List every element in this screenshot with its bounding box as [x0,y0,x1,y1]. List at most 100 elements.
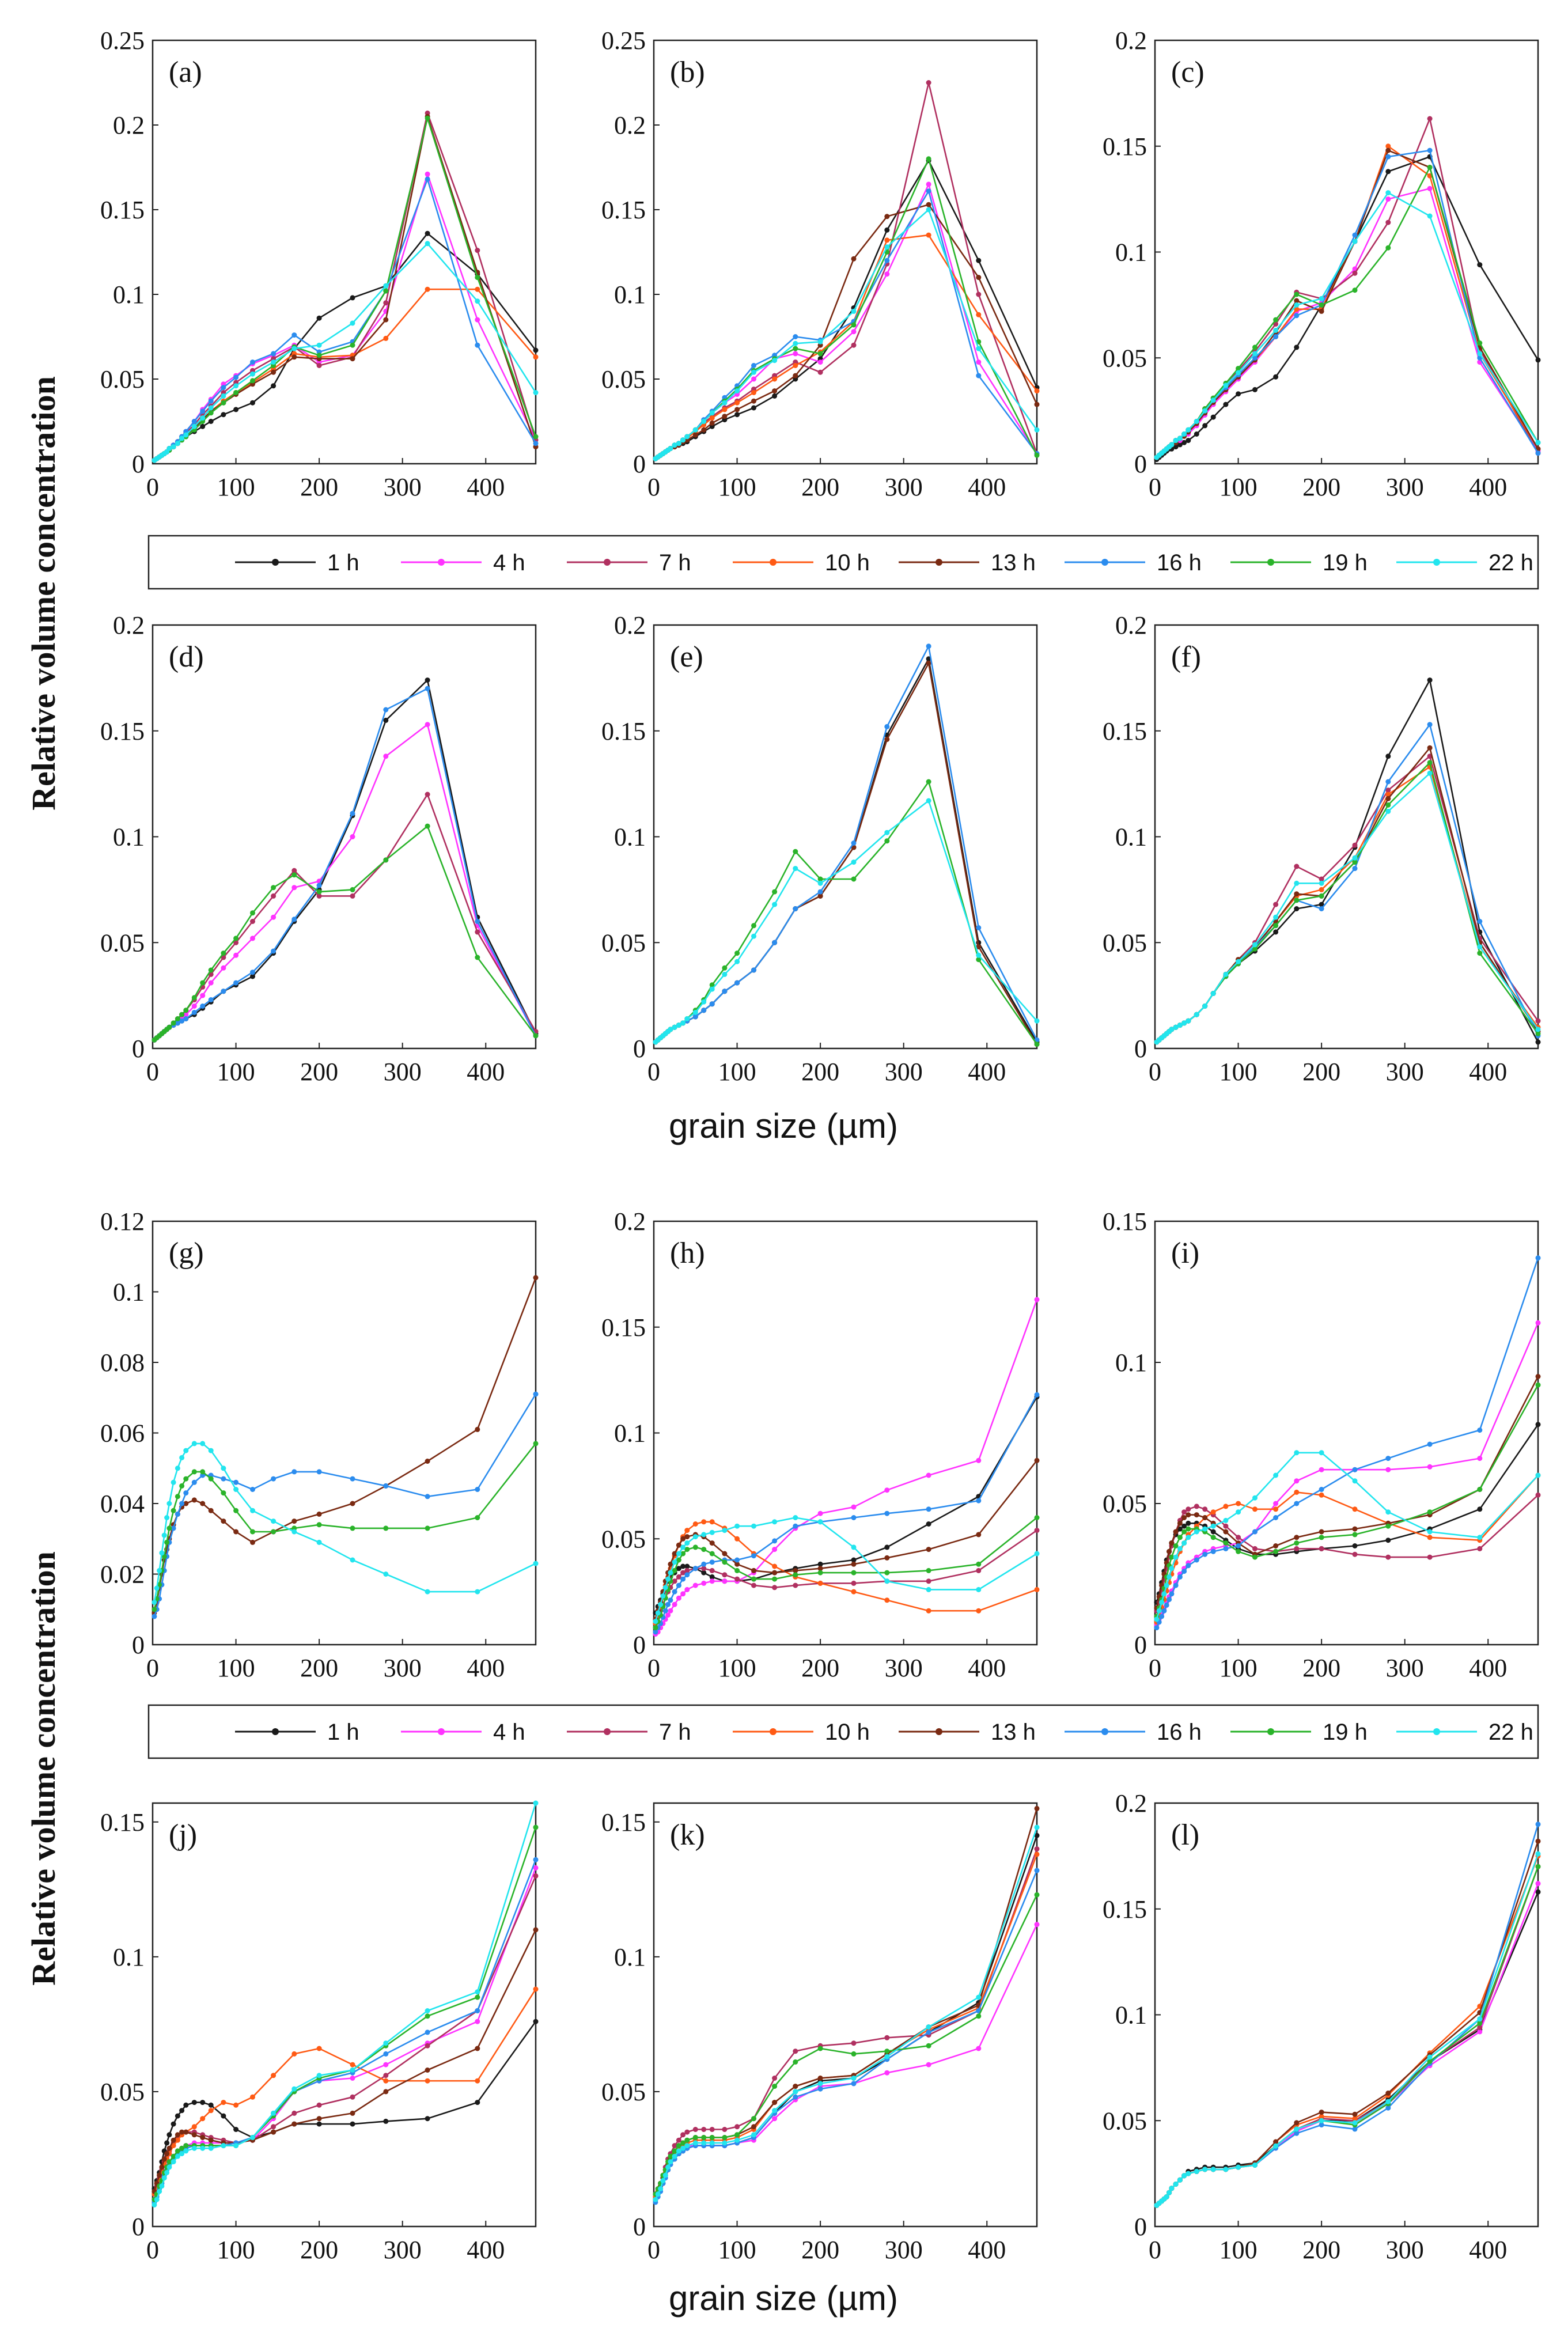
panel-e: 0 0.05 0.1 0.15 0.2 0 100 200 300 400 (e) [601,611,1040,1086]
data-point [884,271,890,277]
data-point [692,1582,698,1588]
data-point [208,1508,214,1513]
data-point [772,2076,778,2081]
data-point [350,1557,355,1563]
data-point [692,1544,698,1550]
data-point [701,1519,707,1525]
plot-frame [152,1220,537,1646]
data-point [1385,796,1391,801]
data-point [1186,427,1191,433]
data-point [793,1572,798,1578]
data-point [709,1519,715,1525]
data-point [183,432,189,438]
plot-frame [1154,1220,1539,1646]
x-tick-label: 200 [801,2236,839,2264]
data-point [179,2145,185,2151]
legend-label: 4 h [493,550,525,575]
data-point [425,2067,430,2073]
data-point [851,1515,857,1520]
data-point [1252,1529,1258,1535]
data-point [250,919,255,924]
data-point [692,1566,698,1572]
data-point [316,889,322,895]
data-point [926,156,931,162]
data-point [1169,1591,1175,1597]
data-point [926,181,931,187]
data-point [926,643,931,649]
data-point [1319,880,1324,886]
data-point [851,2051,857,2057]
data-point [772,1576,778,1582]
data-point [179,1501,185,1506]
data-point [250,970,255,975]
data-point [734,412,740,418]
data-point [350,2121,355,2127]
data-point [1273,334,1279,339]
data-point [709,1559,715,1565]
data-point [851,876,857,882]
x-tick-label: 300 [384,2236,422,2264]
data-point [1352,842,1358,848]
data-point [668,2153,673,2159]
data-point [1236,2164,1241,2170]
legend-swatch-marker [438,559,445,566]
data-point [1427,116,1433,122]
data-point [166,2145,172,2151]
data-point [1352,1543,1358,1548]
data-point [1477,951,1483,956]
x-tick-label: 0 [647,1654,660,1682]
data-point [1169,1027,1175,1032]
legend-label: 16 h [1157,550,1202,575]
data-point [533,390,539,395]
x-tick-label: 200 [801,1654,839,1682]
data-point [183,2148,189,2154]
data-point [1352,1467,1358,1472]
data-point [183,1490,189,1496]
data-point [383,283,389,289]
data-point [533,1033,539,1039]
data-point [383,1483,389,1489]
legend-label: 7 h [659,550,691,575]
data-point [884,724,890,729]
data-point [175,1466,180,1471]
data-point [533,1824,539,1830]
data-point [183,1016,189,1021]
legend-swatch-marker [1433,1728,1440,1735]
data-point [233,2127,239,2132]
data-point [1535,450,1541,456]
data-point [191,419,197,424]
data-point [701,1008,707,1013]
data-point [291,1469,297,1475]
series-22h [1154,1450,1541,1622]
panel-label: (f) [1171,641,1201,673]
data-point [383,1572,389,1577]
data-point [1169,1554,1175,1560]
data-point [1352,1551,1358,1557]
data-point [1194,2168,1199,2174]
data-point [200,2145,206,2151]
data-point [425,686,430,691]
data-point [271,2124,277,2130]
data-point [722,2140,728,2146]
x-tick-label: 200 [300,2236,338,2264]
data-point [884,737,890,742]
data-point [1319,1492,1324,1498]
data-point [1477,919,1483,924]
data-point [1535,1422,1541,1427]
data-point [1535,1018,1541,1024]
data-point [179,1012,185,1017]
panel-g: 0 0.02 0.04 0.06 0.08 0.1 0.12 0 100 200 300 400 (g) [100,1207,539,1682]
data-point [851,256,857,262]
data-point [1477,1427,1483,1433]
data-point [1154,1625,1160,1631]
data-point [425,2116,430,2122]
data-point [291,917,297,922]
data-point [722,1578,728,1584]
data-point [1535,1838,1541,1844]
data-point [976,359,982,365]
data-point [751,1576,756,1582]
data-point [475,1589,480,1595]
data-point [884,2054,890,2059]
data-point [817,2086,823,2092]
data-point [1194,419,1199,424]
